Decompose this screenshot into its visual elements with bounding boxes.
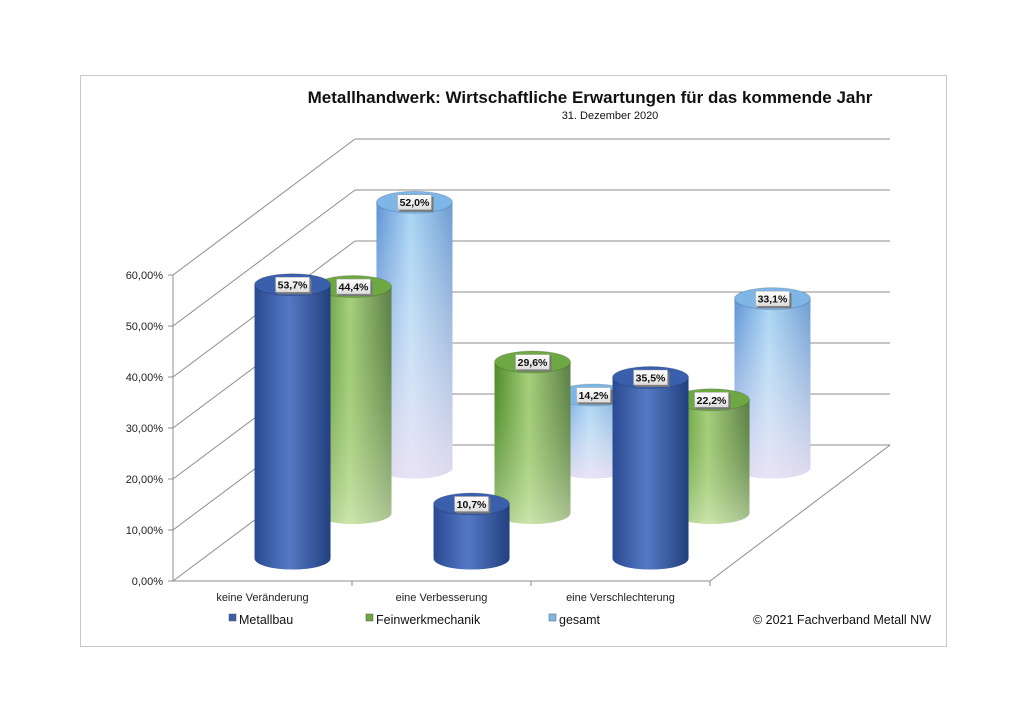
value-label-box <box>275 276 310 293</box>
x-category-label: eine Verbesserung <box>396 592 488 604</box>
chart-subtitle: 31. Dezember 2020 <box>562 110 659 122</box>
side-gridline <box>172 189 356 327</box>
y-tick-label: 60,00% <box>126 270 164 282</box>
bar-metallbau: 53,7% <box>254 273 332 570</box>
bar-feinwerkmechanik: 22,2% <box>673 388 750 524</box>
value-label: 52,0% <box>400 197 430 209</box>
y-tick-label: 10,00% <box>126 525 164 537</box>
x-category-label: eine Verschlechterung <box>566 592 675 604</box>
value-label: 33,1% <box>758 294 788 306</box>
cylinder-shade <box>494 362 571 524</box>
cylinder-body <box>254 284 331 570</box>
cylinder-shade <box>376 202 453 479</box>
y-tick-label: 20,00% <box>126 474 164 486</box>
y-tick-label: 40,00% <box>126 372 164 384</box>
legend-swatch-feinwerkmechanik <box>365 613 374 622</box>
value-label: 53,7% <box>278 280 308 292</box>
value-label-box <box>633 369 668 386</box>
value-label: 29,6% <box>518 357 548 369</box>
y-tick-label: 30,00% <box>126 423 164 435</box>
value-label-box <box>454 496 489 512</box>
value-label-box <box>755 290 790 307</box>
y-tick-label: 0,00% <box>132 576 163 588</box>
value-label-box <box>694 392 729 408</box>
value-label: 44,4% <box>339 282 369 294</box>
chart-title: Metallhandwerk: Wirtschaftliche Erwartun… <box>308 88 873 107</box>
legend-swatch-gesamt <box>548 613 557 622</box>
value-label-box <box>336 278 371 295</box>
cylinder-body <box>433 503 510 570</box>
y-tick-label: 50,00% <box>126 321 164 333</box>
cylinder-shade <box>555 395 632 479</box>
cylinder-shade <box>673 399 750 524</box>
bar-feinwerkmechanik: 29,6% <box>494 350 571 524</box>
value-label: 22,2% <box>697 395 727 407</box>
bar-feinwerkmechanik: 44,4% <box>315 275 392 524</box>
value-label-box <box>515 354 550 370</box>
bar-metallbau: 10,7% <box>433 492 511 570</box>
bar-gesamt: 14,2% <box>554 383 632 479</box>
value-label: 14,2% <box>579 390 609 402</box>
bar-gesamt: 33,1% <box>733 287 811 479</box>
side-gridline <box>172 138 356 276</box>
floor-edge <box>709 444 891 582</box>
cylinder-shade <box>315 286 392 524</box>
value-label: 35,5% <box>636 373 666 385</box>
legend-label: Feinwerkmechanik <box>376 613 481 627</box>
value-label-box <box>397 194 432 210</box>
value-label-box <box>576 387 611 403</box>
legend-label: Metallbau <box>239 613 293 627</box>
chart-frame <box>80 75 947 647</box>
cylinder-body <box>612 377 689 570</box>
legend-swatch-metallbau <box>228 613 237 622</box>
bar-metallbau: 35,5% <box>612 366 690 570</box>
value-label: 10,7% <box>457 499 487 511</box>
legend-label: gesamt <box>559 613 601 627</box>
bar-gesamt: 52,0% <box>375 190 453 479</box>
copyright: © 2021 Fachverband Metall NW <box>753 613 931 627</box>
cylinder-shade <box>734 298 811 479</box>
x-category-label: keine Veränderung <box>216 592 308 604</box>
